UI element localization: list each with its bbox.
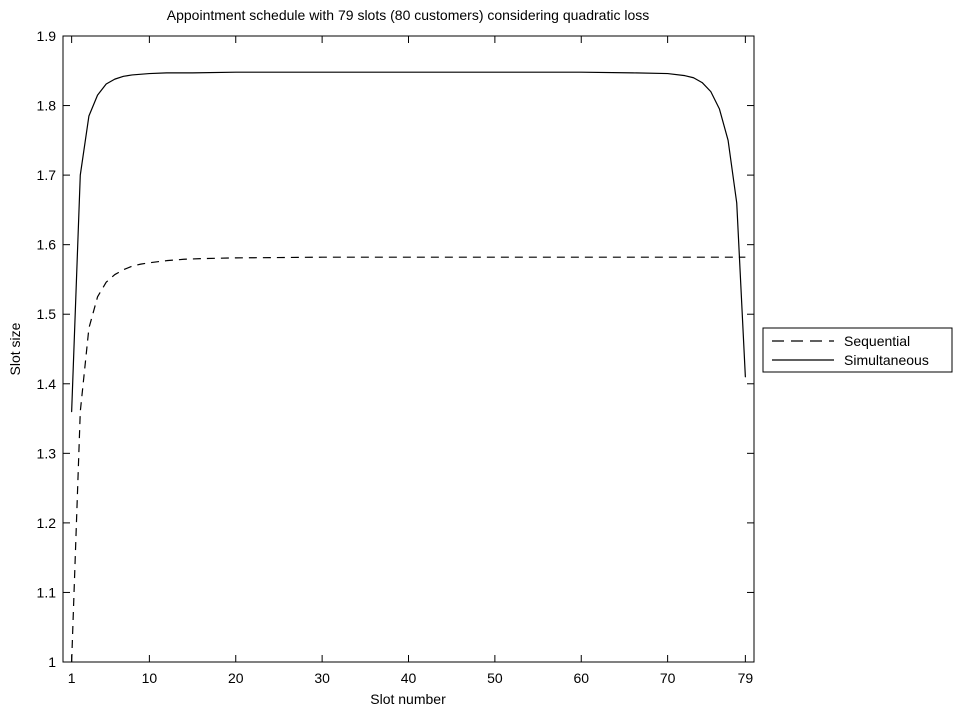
x-tick-label-30: 30: [314, 670, 330, 686]
y-tick-label-0: 1: [48, 654, 56, 670]
y-tick-label-7: 1.7: [37, 167, 57, 183]
chart-title: Appointment schedule with 79 slots (80 c…: [167, 7, 649, 23]
series-line-sequential: [71, 256, 746, 663]
y-axis-label: Slot size: [7, 322, 23, 375]
legend: Sequential Simultaneous: [762, 327, 953, 373]
legend-label-simultaneous: Simultaneous: [844, 352, 929, 368]
y-tick-label-5: 1.5: [37, 306, 57, 322]
x-tick-label-70: 70: [660, 670, 676, 686]
y-tick-label-1: 1.1: [37, 584, 57, 600]
y-tick-label-8: 1.8: [37, 98, 57, 114]
x-tick-label-79: 79: [738, 670, 754, 686]
y-tick-label-2: 1.2: [37, 515, 57, 531]
x-tick-label-10: 10: [142, 670, 158, 686]
x-tick-label-20: 20: [228, 670, 244, 686]
plot-layer: 1 10 20 30 40 50 60 70 79 1 1.1 1.2 1.3 1.4 1.5 1.6 1.7 1…: [37, 28, 755, 686]
legend-box: [762, 327, 953, 373]
x-tick-label-40: 40: [401, 670, 417, 686]
legend-label-sequential: Sequential: [844, 333, 910, 349]
y-tick-label-6: 1.6: [37, 237, 57, 253]
y-tick-label-3: 1.3: [37, 445, 57, 461]
x-tick-label-1: 1: [68, 670, 76, 686]
x-tick-label-60: 60: [573, 670, 589, 686]
plot-frame: [62, 35, 755, 663]
y-tick-label-9: 1.9: [37, 28, 57, 44]
x-axis-label: Slot number: [370, 691, 446, 707]
series-line-simultaneous: [71, 71, 746, 413]
x-tick-label-50: 50: [487, 670, 503, 686]
y-tick-label-4: 1.4: [37, 376, 57, 392]
